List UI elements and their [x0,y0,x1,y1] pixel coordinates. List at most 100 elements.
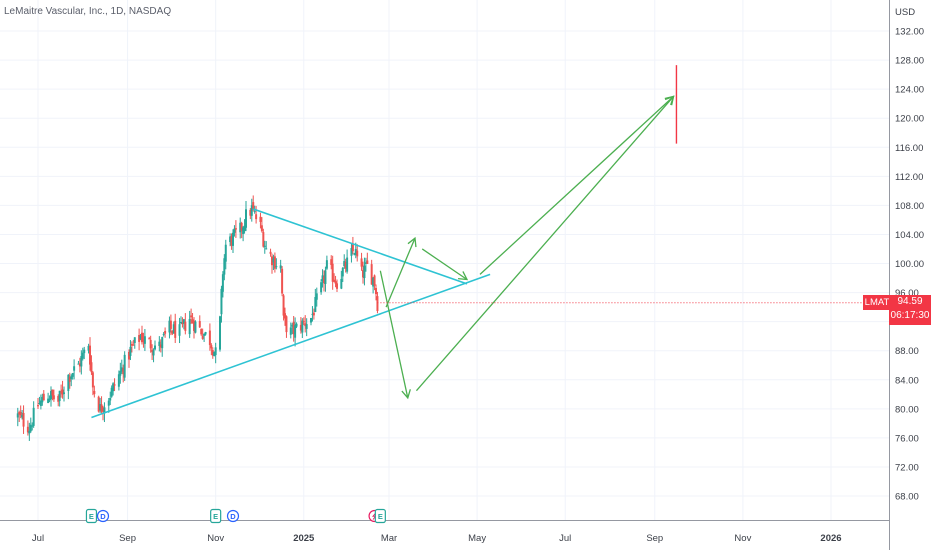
event-marker-earnings: E [210,508,222,524]
candle [77,360,80,365]
candle-body [143,336,146,344]
candle-body [122,368,125,375]
candle [250,198,253,222]
candle-body [77,363,80,365]
candle-body [279,265,282,269]
candle [161,336,164,357]
candle [138,328,141,351]
candle [208,323,211,351]
candle-body [18,412,21,415]
candle-body [234,228,237,230]
candle [363,257,366,286]
candle [351,236,354,255]
candle [223,254,226,281]
candle-body [343,261,346,266]
candle [362,261,364,284]
candle [330,255,333,270]
candle [29,417,32,433]
x-tick-label: 2025 [293,533,315,544]
candle [279,259,282,273]
candle-body [41,397,44,403]
candle [99,397,102,414]
candle [198,315,201,329]
candle [89,337,91,371]
candle [159,339,162,353]
candle-body [305,324,308,329]
candle-body [113,384,116,386]
candle [51,389,54,401]
candle [301,318,304,339]
candle-body [203,333,206,336]
candle-body [252,202,255,209]
candle [233,225,236,237]
x-tick-label: Nov [207,533,224,544]
candle-body [221,274,224,292]
candle [211,347,214,359]
candle-body [90,362,93,373]
arrow-shaft [385,237,416,308]
candle-body [366,260,369,264]
candle [242,226,245,242]
candle [219,315,221,352]
candle [372,276,375,294]
candle-body [57,396,60,402]
candle-body [201,335,204,339]
candle-body [91,372,94,388]
candle [232,229,234,254]
candle-body [232,232,234,246]
candle [271,253,273,274]
candle-body [208,330,211,346]
candle [360,252,363,271]
candle-body [178,324,181,336]
candle-body [70,376,73,380]
candle [117,370,120,391]
candle-body [260,225,263,232]
candle [110,385,113,398]
candle-body [148,338,151,340]
candle [262,228,265,248]
candle-body [304,323,307,327]
candle-body [275,266,278,268]
candle-body [182,319,185,324]
candle [191,312,194,324]
candle [68,372,71,389]
candle-body [188,318,191,335]
event-marker-icon [96,509,110,523]
candle [93,385,96,398]
candle [340,270,343,290]
candle-body [284,313,286,319]
candle-body [375,288,377,295]
candle [73,359,76,380]
candle [139,333,142,341]
candle-body [255,214,258,220]
candle [259,212,262,229]
candle [171,330,174,336]
y-tick-label: 128.00 [895,56,924,67]
y-tick-label: 108.00 [895,201,924,212]
candle-body [28,430,31,434]
candle-body [81,352,84,359]
candle [375,284,377,301]
candle-body [171,330,174,334]
candle-body [282,295,285,316]
event-marker-icon [210,508,222,524]
candle [273,252,276,273]
candle [291,322,294,335]
y-tick-label: 96.00 [895,288,919,299]
candle [47,392,50,404]
candle-body [191,319,194,324]
event-marker-label: E [89,512,94,521]
candle [224,239,227,270]
candle-body [363,265,366,279]
trendline-upper [252,208,468,285]
candle [141,325,143,345]
x-tick-label: Jul [559,533,571,544]
candle-body [103,407,106,414]
candle-body [152,350,155,356]
y-tick-label: 68.00 [895,492,919,503]
event-marker-label: D [230,512,236,521]
candle [109,391,112,406]
y-tick-label: 120.00 [895,114,924,125]
